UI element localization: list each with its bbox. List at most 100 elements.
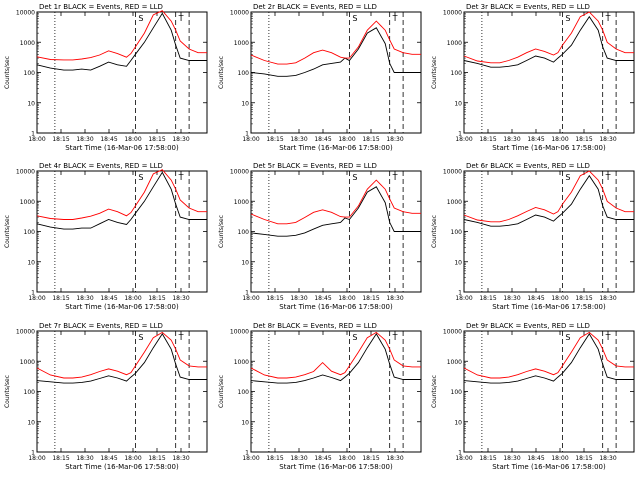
series-line-lld [250, 179, 421, 225]
x-tick-label: 18:45 [527, 455, 544, 462]
y-axis-label: Counts/sec [431, 56, 438, 89]
panel-det-7: Det 7r BLACK = Events, RED = LLD Counts/s… [4, 322, 208, 471]
x-axis-label: Start Time (16-Mar-06 17:58:00) [65, 463, 179, 471]
x-tick-label: 18:00 [28, 136, 45, 143]
y-tick-label: 10 [241, 259, 249, 266]
x-axis-label: Start Time (16-Mar-06 17:58:00) [279, 303, 393, 311]
y-tick-label: 1000 [234, 359, 249, 366]
marker-label: T [605, 333, 611, 342]
y-axis-label: Counts/sec [431, 215, 438, 248]
y-tick-label: 1 [245, 131, 249, 138]
series-line-lld [36, 331, 207, 379]
y-axis-label: Counts/sec [218, 56, 225, 89]
y-tick-label: 10 [27, 259, 35, 266]
y-tick-label: 100 [24, 229, 36, 236]
y-tick-label: 1000 [20, 199, 35, 206]
x-tick-label: 18:45 [314, 295, 331, 302]
y-tick-label: 10 [454, 259, 462, 266]
x-tick-label: 18:15 [479, 295, 496, 302]
x-tick-label: 18:15 [362, 136, 379, 143]
marker-label: S [352, 333, 357, 342]
x-tick-label: 18:15 [148, 295, 165, 302]
series-line-lld [36, 169, 207, 220]
series-line-lld [463, 331, 634, 379]
x-tick-label: 18:30 [290, 455, 307, 462]
series-line-events [250, 27, 421, 77]
marker-label: T [392, 14, 398, 23]
y-tick-label: 10000 [230, 169, 249, 176]
y-tick-label: 1000 [234, 40, 249, 47]
marker-label: S [138, 14, 143, 23]
marker-label: S [565, 333, 570, 342]
x-tick-label: 18:45 [314, 136, 331, 143]
y-tick-label: 10 [27, 100, 35, 107]
x-tick-label: 18:15 [148, 455, 165, 462]
y-tick-label: 10 [454, 419, 462, 426]
plot-frame [463, 330, 635, 453]
y-tick-label: 10 [241, 100, 249, 107]
panel-det-6: Det 6r BLACK = Events, RED = LLD Counts/s… [431, 162, 635, 311]
y-tick-label: 100 [451, 229, 463, 236]
plot-title: Det 1r BLACK = Events, RED = LLD [39, 3, 163, 11]
marker-label: S [138, 333, 143, 342]
marker-label: S [352, 173, 357, 182]
marker-label: S [565, 173, 570, 182]
x-tick-label: 18:00 [124, 455, 141, 462]
y-tick-label: 1 [245, 290, 249, 297]
x-axis-label: Start Time (16-Mar-06 17:58:00) [279, 463, 393, 471]
series-line-lld [463, 170, 634, 223]
x-tick-label: 18:00 [338, 136, 355, 143]
x-tick-label: 18:45 [100, 455, 117, 462]
x-tick-label: 18:00 [124, 136, 141, 143]
y-tick-label: 1000 [447, 359, 462, 366]
y-tick-label: 1 [31, 450, 35, 457]
y-tick-label: 1000 [234, 199, 249, 206]
y-tick-label: 10000 [16, 329, 35, 336]
plot-title: Det 8r BLACK = Events, RED = LLD [253, 322, 377, 330]
x-tick-label: 18:00 [455, 136, 472, 143]
x-tick-label: 18:15 [266, 136, 283, 143]
x-tick-label: 18:00 [242, 295, 259, 302]
series-line-events [36, 171, 207, 230]
x-tick-label: 18:00 [28, 455, 45, 462]
panel-det-5: Det 5r BLACK = Events, RED = LLD Counts/s… [218, 162, 422, 311]
plot-frame [463, 11, 635, 134]
x-tick-label: 18:00 [338, 295, 355, 302]
series-line-events [36, 12, 207, 71]
x-axis-label: Start Time (16-Mar-06 17:58:00) [492, 303, 606, 311]
plot-title: Det 2r BLACK = Events, RED = LLD [253, 3, 377, 11]
marker-label: T [178, 14, 184, 23]
y-tick-label: 1000 [20, 40, 35, 47]
x-tick-label: 18:30 [386, 455, 403, 462]
x-tick-label: 18:45 [100, 295, 117, 302]
panel-det-3: Det 3r BLACK = Events, RED = LLD Counts/s… [431, 3, 635, 152]
y-tick-label: 10 [241, 419, 249, 426]
panel-det-1: Det 1r BLACK = Events, RED = LLD Counts/s… [4, 3, 208, 152]
plot-title: Det 6r BLACK = Events, RED = LLD [466, 162, 590, 170]
x-axis-label: Start Time (16-Mar-06 17:58:00) [65, 144, 179, 152]
plot-frame [463, 170, 635, 293]
panel-det-2: Det 2r BLACK = Events, RED = LLD Counts/s… [218, 3, 422, 152]
panel-det-8: Det 8r BLACK = Events, RED = LLD Counts/s… [218, 322, 422, 471]
x-tick-label: 18:30 [172, 455, 189, 462]
series-line-lld [250, 20, 421, 65]
x-tick-label: 18:30 [76, 295, 93, 302]
y-axis-label: Counts/sec [431, 375, 438, 408]
y-tick-label: 10000 [16, 169, 35, 176]
plot-title: Det 3r BLACK = Events, RED = LLD [466, 3, 590, 11]
series-line-events [463, 333, 634, 384]
series-line-events [463, 174, 634, 227]
x-tick-label: 18:15 [266, 295, 283, 302]
marker-label: T [392, 333, 398, 342]
marker-label: S [138, 173, 143, 182]
y-axis-label: Counts/sec [218, 215, 225, 248]
y-tick-label: 100 [24, 70, 36, 77]
y-tick-label: 100 [238, 389, 250, 396]
y-tick-label: 1 [458, 290, 462, 297]
plot-frame [36, 330, 208, 453]
series-line-lld [36, 10, 207, 61]
series-line-lld [250, 331, 421, 379]
x-tick-label: 18:00 [338, 455, 355, 462]
y-tick-label: 10000 [230, 10, 249, 17]
